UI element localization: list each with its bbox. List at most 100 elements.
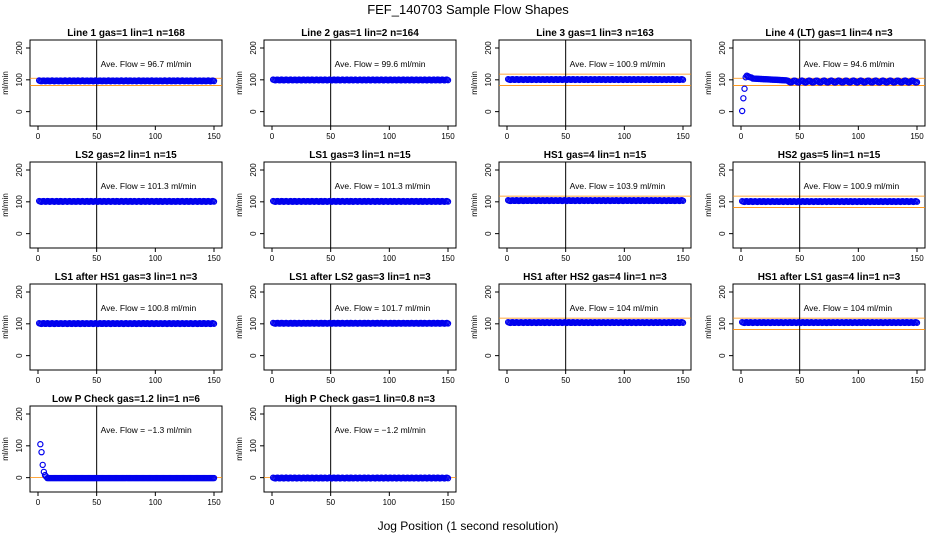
data-point [210,474,218,482]
plot-frame [29,161,223,249]
y-axis-label: ml/min [470,193,479,217]
plot-frame [498,39,692,127]
y-tick-label: 200 [484,41,493,55]
panel-7: HS1 gas=4 lin=1 n=15 ml/min 0 100 200 0 50 100 1… [470,150,692,263]
x-tick-label: 100 [383,132,397,141]
panel-title: LS1 gas=3 lin=1 n=15 [309,150,411,161]
ave-flow-annotation: Ave. Flow = 101.3 ml/min [101,181,197,191]
x-tick-label: 0 [739,132,744,141]
y-axis-label: ml/min [1,193,10,217]
x-tick-label: 150 [207,254,221,263]
x-tick-label: 100 [149,254,163,263]
x-tick-label: 150 [910,132,924,141]
panel-9: LS1 after HS1 gas=3 lin=1 n=3 ml/min 0 100 2… [1,272,223,385]
panel-title: High P Check gas=1 lin=0.8 n=3 [285,394,436,405]
data-point [740,95,747,102]
panel-5: LS2 gas=2 lin=1 n=15 ml/min 0 100 200 0 50 100 1… [1,150,223,263]
ave-flow-annotation: Ave. Flow = 101.3 ml/min [335,181,431,191]
y-tick-label: 0 [15,231,24,236]
x-tick-label: 100 [852,132,866,141]
x-tick-label: 150 [207,498,221,507]
x-tick-label: 50 [561,132,570,141]
x-tick-label: 50 [326,498,335,507]
plot-frame [29,283,223,371]
plot-frame [498,161,692,249]
x-tick-label: 50 [92,376,101,385]
y-tick-label: 0 [484,353,493,358]
y-tick-label: 200 [484,163,493,177]
y-tick-label: 100 [15,73,24,87]
plot-frame [498,283,692,371]
x-tick-label: 50 [795,376,804,385]
x-tick-label: 100 [149,498,163,507]
data-point [913,319,921,326]
y-tick-label: 0 [484,231,493,236]
panel-title: Low P Check gas=1.2 lin=1 n=6 [52,394,200,405]
y-tick-label: 0 [484,109,493,114]
y-tick-label: 0 [718,353,727,358]
panel-3: Line 3 gas=1 lin=3 n=163 ml/min 0 100 200 0 50… [470,28,692,141]
x-tick-label: 0 [739,254,744,263]
y-axis-label: ml/min [470,71,479,95]
x-tick-label: 100 [383,254,397,263]
x-tick-label: 100 [383,498,397,507]
figure-xlabel: Jog Position (1 second resolution) [377,519,559,533]
data-point [679,76,687,83]
x-tick-label: 100 [618,376,632,385]
x-tick-label: 150 [676,376,690,385]
panel-title: LS1 after HS1 gas=3 lin=1 n=3 [55,272,198,283]
x-tick-label: 150 [207,132,221,141]
panel-title: Line 3 gas=1 lin=3 n=163 [536,28,654,39]
panel-2: Line 2 gas=1 lin=2 n=164 ml/min 0 100 200 0 50… [235,28,457,141]
panel-14: High P Check gas=1 lin=0.8 n=3 ml/min 0 100… [235,394,457,507]
y-axis-label: ml/min [1,71,10,95]
y-tick-label: 200 [15,163,24,177]
data-point [210,198,218,205]
data-point [39,461,46,469]
y-tick-label: 0 [718,109,727,114]
data-point [444,320,452,327]
y-tick-label: 100 [718,195,727,209]
panel-12: HS1 after LS1 gas=4 lin=1 n=3 ml/min 0 100 2… [704,272,926,385]
y-tick-label: 100 [15,317,24,331]
plot-frame [29,39,223,127]
y-tick-label: 0 [249,353,258,358]
y-axis-label: ml/min [235,437,244,461]
plot-frame [732,283,926,371]
data-point [444,76,452,84]
ave-flow-annotation: Ave. Flow = 94.6 ml/min [804,59,895,69]
y-tick-label: 0 [15,475,24,480]
y-tick-label: 200 [718,285,727,299]
x-tick-label: 0 [505,376,510,385]
y-tick-label: 100 [484,73,493,87]
y-tick-label: 200 [15,407,24,421]
x-tick-label: 100 [383,376,397,385]
panel-10: LS1 after LS2 gas=3 lin=1 n=3 ml/min 0 100 2… [235,272,457,385]
x-tick-label: 150 [910,254,924,263]
ave-flow-annotation: Ave. Flow = 100.9 ml/min [570,59,666,69]
y-tick-label: 0 [15,353,24,358]
panel-13: Low P Check gas=1.2 lin=1 n=6 ml/min 0 100 2… [1,394,223,507]
y-axis-label: ml/min [235,315,244,339]
x-tick-label: 100 [852,376,866,385]
x-tick-label: 150 [441,132,455,141]
ave-flow-annotation: Ave. Flow = −1.2 ml/min [335,425,426,435]
x-tick-label: 0 [270,498,275,507]
x-tick-label: 100 [852,254,866,263]
y-tick-label: 0 [249,475,258,480]
plot-frame [263,405,457,493]
x-tick-label: 0 [270,376,275,385]
plot-frame [263,161,457,249]
x-tick-label: 50 [795,132,804,141]
panel-title: HS1 gas=4 lin=1 n=15 [544,150,647,161]
ave-flow-annotation: Ave. Flow = 100.9 ml/min [804,181,900,191]
y-axis-label: ml/min [1,437,10,461]
x-tick-label: 50 [561,376,570,385]
panel-title: HS1 after LS1 gas=4 lin=1 n=3 [758,272,901,283]
panel-title: LS2 gas=2 lin=1 n=15 [75,150,177,161]
y-tick-label: 200 [249,285,258,299]
x-tick-label: 0 [505,254,510,263]
y-tick-label: 100 [249,317,258,331]
x-tick-label: 0 [36,376,41,385]
data-point [679,197,687,204]
